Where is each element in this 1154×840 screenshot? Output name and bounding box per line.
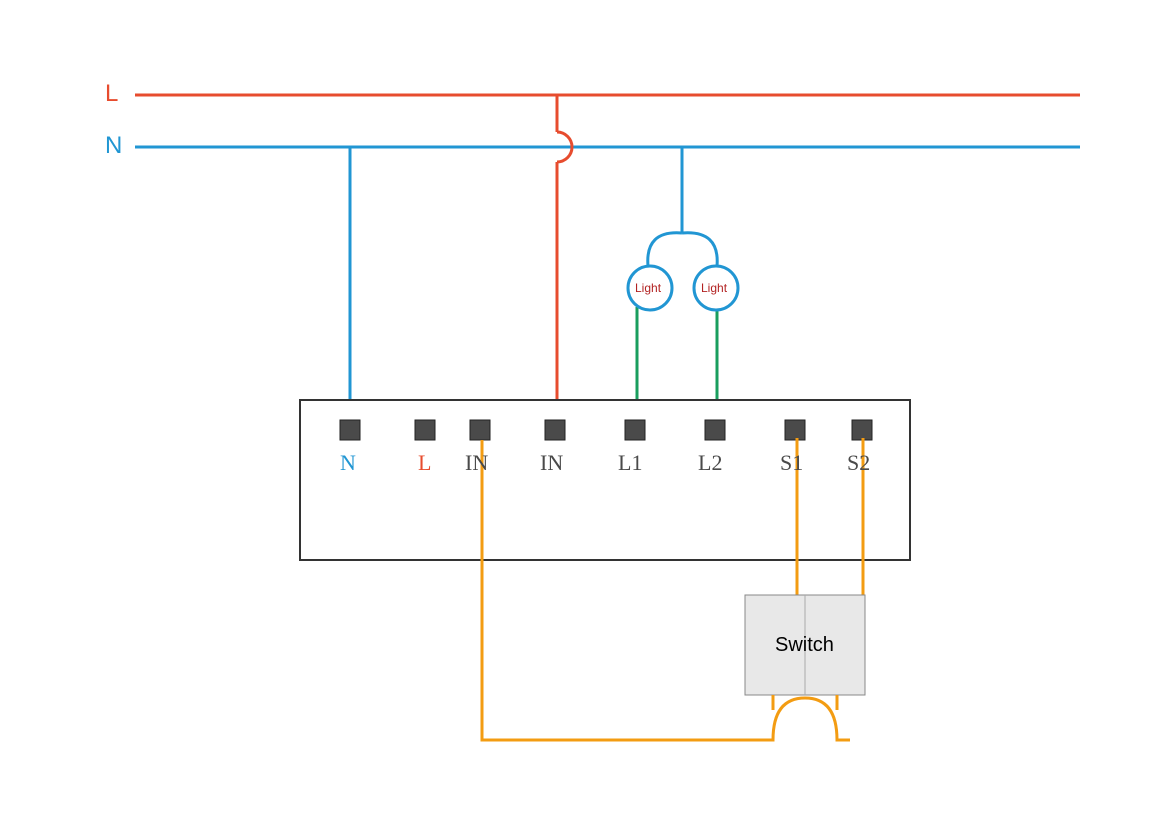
rail-L-label: L <box>105 80 118 108</box>
module-box <box>300 400 910 560</box>
light-right-label: Light <box>701 281 727 295</box>
terminal-S2-label: S2 <box>847 450 870 476</box>
terminal-L-label: L <box>418 450 431 476</box>
wire-lights-arc-left <box>648 233 682 266</box>
terminal-IN2-label: IN <box>540 450 563 476</box>
wire-lights-arc-right <box>682 233 717 266</box>
wire-L-to-IN <box>557 95 572 425</box>
light-left-label: Light <box>635 281 661 295</box>
terminal-L1-label: L1 <box>618 450 642 476</box>
wiring-diagram <box>0 0 1154 840</box>
switch-label: Switch <box>775 634 834 657</box>
rail-N-label: N <box>105 132 122 160</box>
terminal-N-label: N <box>340 450 356 476</box>
terminal-L2-label: L2 <box>698 450 722 476</box>
terminal-IN1-label: IN <box>465 450 488 476</box>
terminal-S1-label: S1 <box>780 450 803 476</box>
